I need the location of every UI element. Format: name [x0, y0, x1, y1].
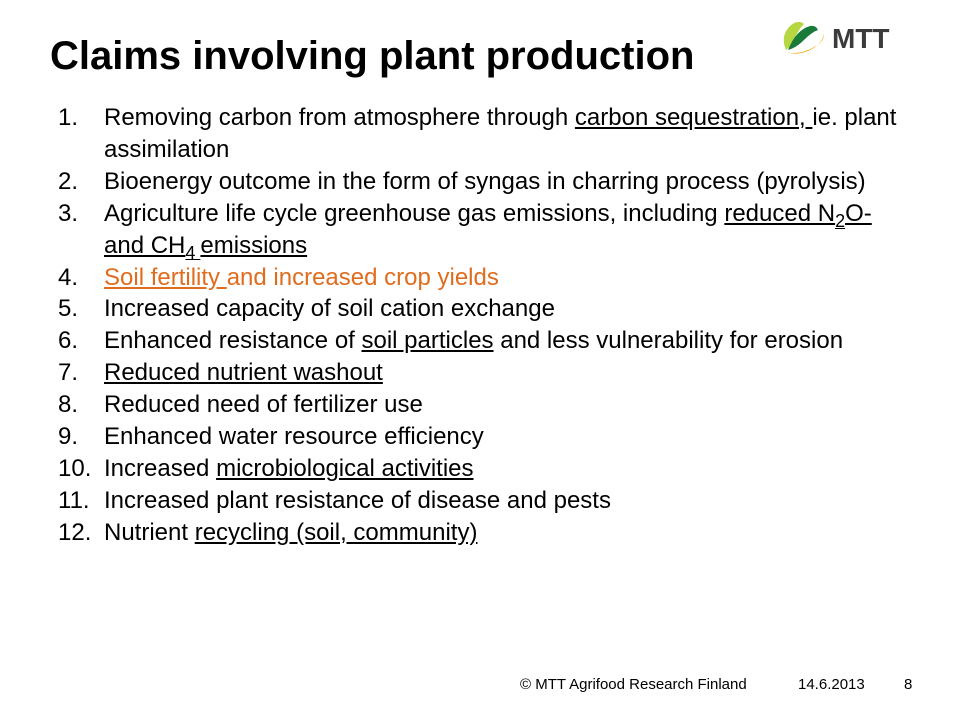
claim-item-8: Reduced need of fertilizer use: [50, 389, 910, 421]
claim-text-segment: Reduced need of fertilizer use: [104, 391, 423, 418]
claim-text-segment: Enhanced resistance of: [104, 327, 362, 354]
claim-text-segment: Increased plant resistance of disease an…: [104, 487, 611, 514]
claim-text-segment: and increased crop yields: [227, 264, 499, 291]
footer-copyright: © MTT Agrifood Research Finland: [520, 676, 747, 693]
claim-item-4: Soil fertility and increased crop yields: [50, 262, 910, 294]
claim-item-12: Nutrient recycling (soil, community): [50, 517, 910, 549]
claim-text-segment: emissions: [200, 232, 307, 259]
claim-text-segment: 4: [185, 242, 200, 262]
claim-text-segment: carbon sequestration,: [575, 104, 812, 131]
footer-page: 8: [904, 676, 912, 693]
claim-item-9: Enhanced water resource efficiency: [50, 421, 910, 453]
claim-text-segment: Reduced nutrient washout: [104, 359, 383, 386]
slide: MTT Claims involving plant production Re…: [0, 0, 960, 702]
claim-item-7: Reduced nutrient washout: [50, 357, 910, 389]
claim-text-segment: and less vulnerability for erosion: [494, 327, 844, 354]
claim-text-segment: Agriculture life cycle greenhouse gas em…: [104, 200, 724, 227]
claim-text-segment: Soil fertility: [104, 264, 227, 291]
claim-item-11: Increased plant resistance of disease an…: [50, 485, 910, 517]
claim-item-6: Enhanced resistance of soil particles an…: [50, 325, 910, 357]
footer-date: 14.6.2013: [798, 676, 865, 693]
claim-text-segment: Increased capacity of soil cation exchan…: [104, 295, 555, 322]
claim-text-segment: Removing carbon from atmosphere through: [104, 104, 575, 131]
claim-text-segment: microbiological activities: [216, 455, 473, 482]
claim-text-segment: Enhanced water resource efficiency: [104, 423, 484, 450]
claim-item-10: Increased microbiological activities: [50, 453, 910, 485]
claim-text-segment: Increased: [104, 455, 216, 482]
claim-text-segment: recycling (soil, community): [195, 519, 478, 546]
claim-text-segment: reduced N: [724, 200, 835, 227]
claim-item-1: Removing carbon from atmosphere through …: [50, 102, 910, 166]
claim-text-segment: Bioenergy outcome in the form of syngas …: [104, 168, 866, 195]
claim-text-segment: Nutrient: [104, 519, 195, 546]
mtt-logo: MTT: [774, 16, 924, 60]
claim-item-5: Increased capacity of soil cation exchan…: [50, 293, 910, 325]
claim-text-segment: 2: [835, 211, 845, 231]
claim-item-2: Bioenergy outcome in the form of syngas …: [50, 166, 910, 198]
claim-item-3: Agriculture life cycle greenhouse gas em…: [50, 198, 910, 262]
logo-text: MTT: [832, 23, 890, 54]
leaf-icon: MTT: [774, 16, 924, 60]
claims-list: Removing carbon from atmosphere through …: [50, 102, 910, 549]
claim-text-segment: soil particles: [362, 327, 494, 354]
